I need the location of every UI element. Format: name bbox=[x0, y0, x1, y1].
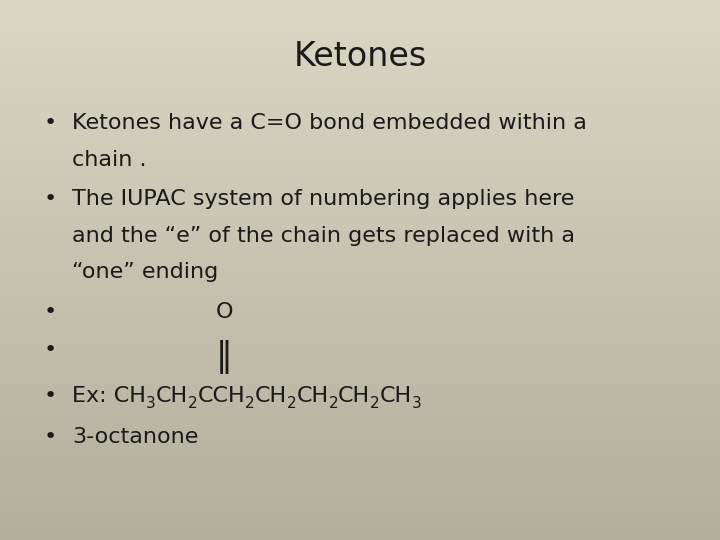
Text: CH: CH bbox=[380, 386, 412, 406]
Text: 2: 2 bbox=[287, 396, 297, 411]
Text: •: • bbox=[43, 340, 56, 360]
Text: CH: CH bbox=[255, 386, 287, 406]
Text: 3: 3 bbox=[146, 396, 156, 411]
Text: and the “e” of the chain gets replaced with a: and the “e” of the chain gets replaced w… bbox=[72, 226, 575, 246]
Text: •: • bbox=[43, 386, 56, 406]
Text: •: • bbox=[43, 302, 56, 322]
Text: 2: 2 bbox=[245, 396, 255, 411]
Text: 3-octanone: 3-octanone bbox=[72, 427, 199, 447]
Text: CH: CH bbox=[338, 386, 370, 406]
Text: CCH: CCH bbox=[197, 386, 245, 406]
Text: CH: CH bbox=[297, 386, 328, 406]
Text: Ketones have a C=O bond embedded within a: Ketones have a C=O bond embedded within … bbox=[72, 113, 587, 133]
Text: •: • bbox=[43, 189, 56, 209]
Text: 3: 3 bbox=[412, 396, 422, 411]
Text: O: O bbox=[216, 302, 233, 322]
Text: 2: 2 bbox=[370, 396, 380, 411]
Text: •: • bbox=[43, 427, 56, 447]
Text: ‖: ‖ bbox=[216, 340, 233, 374]
Text: Ex: CH: Ex: CH bbox=[72, 386, 146, 406]
Text: chain .: chain . bbox=[72, 150, 146, 170]
Text: 2: 2 bbox=[328, 396, 338, 411]
Text: 2: 2 bbox=[188, 396, 197, 411]
Text: •: • bbox=[43, 113, 56, 133]
Text: Ketones: Ketones bbox=[293, 40, 427, 73]
Text: The IUPAC system of numbering applies here: The IUPAC system of numbering applies he… bbox=[72, 189, 575, 209]
Text: “one” ending: “one” ending bbox=[72, 262, 218, 282]
Text: CH: CH bbox=[156, 386, 188, 406]
